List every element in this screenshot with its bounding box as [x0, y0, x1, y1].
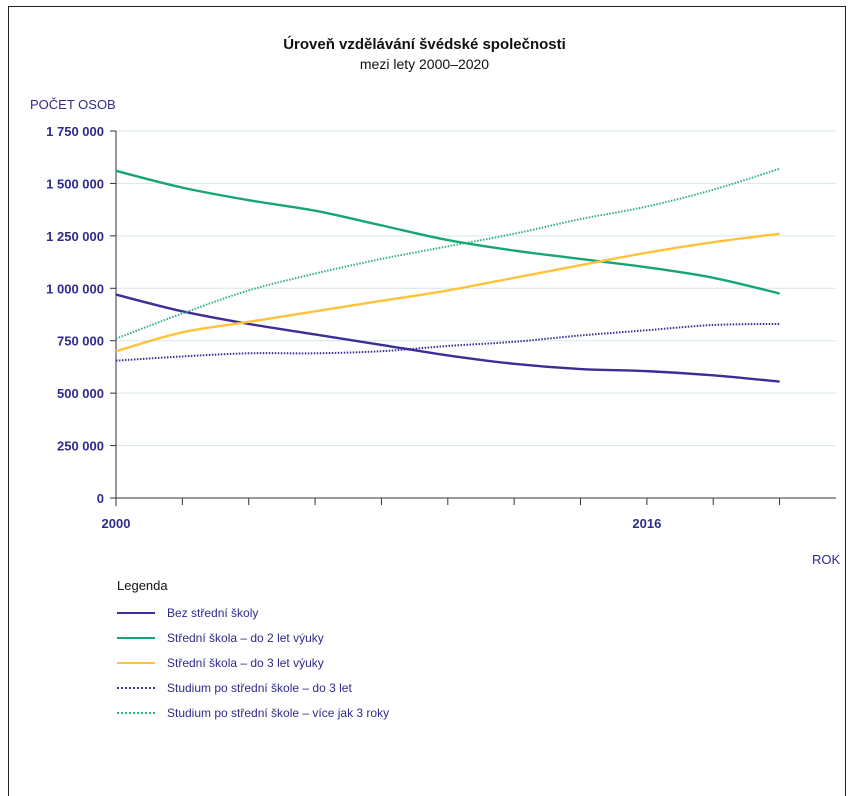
x-tick-label: 2016: [632, 516, 661, 531]
legend-swatch: [117, 636, 155, 639]
series-line-stredni-skola-do-2-let-vyuky: [115, 169, 780, 295]
y-tick-label: 1 500 000: [46, 176, 104, 191]
series-line-stredni-skola-do-3-let-vyuky: [115, 232, 780, 353]
legend-item: Střední škola – do 2 let výuky: [117, 625, 389, 650]
y-tick-label: 1 750 000: [46, 124, 104, 139]
y-tick-label: 0: [97, 491, 104, 506]
y-tick-label: 500 000: [57, 386, 104, 401]
legend-swatch: [117, 611, 155, 614]
series-line-studium-po-stredni-skole-vice-jak-3-roky: [115, 167, 780, 340]
y-tick-label: 1 000 000: [46, 281, 104, 296]
legend-label: Bez střední školy: [167, 605, 259, 620]
legend-label: Studium po střední škole – více jak 3 ro…: [167, 705, 390, 720]
legend: Bez střední školy Střední škola – do 2 le…: [117, 600, 389, 725]
legend-swatch: [117, 686, 155, 689]
x-axis-label: ROK: [812, 552, 841, 567]
chart-frame: [8, 6, 846, 796]
legend-swatch: [117, 661, 155, 664]
y-tick-label: 1 250 000: [46, 229, 104, 244]
y-axis-label: POČET OSOB: [30, 97, 116, 112]
chart-title: Úroveň vzdělávání švédské společnosti: [283, 36, 566, 53]
legend-item: Studium po střední škole – více jak 3 ro…: [117, 700, 389, 725]
legend-label: Studium po střední škole – do 3 let: [167, 680, 352, 695]
x-tick-label: 2000: [102, 516, 131, 531]
y-tick-label: 250 000: [57, 439, 104, 454]
series-line-bez-stredni-skoly: [115, 293, 780, 383]
legend-swatch: [117, 711, 155, 714]
legend-item: Bez střední školy: [117, 600, 389, 625]
chart-subtitle: mezi lety 2000–2020: [359, 56, 490, 72]
legend-label: Střední škola – do 3 let výuky: [167, 655, 324, 670]
legend-item: Studium po střední škole – do 3 let: [117, 675, 389, 700]
legend-title: Legenda: [117, 578, 168, 593]
legend-item: Střední škola – do 3 let výuky: [117, 650, 389, 675]
legend-label: Střední škola – do 2 let výuky: [167, 630, 324, 645]
y-tick-label: 750 000: [57, 334, 104, 349]
